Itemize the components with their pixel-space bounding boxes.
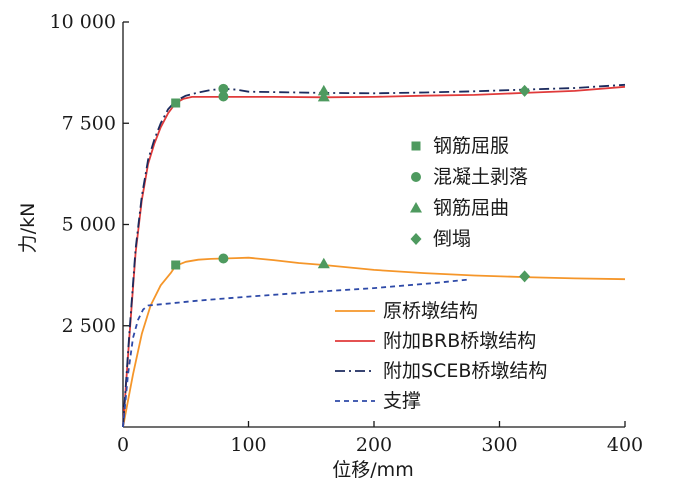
y-axis-title: 力/kN: [17, 203, 39, 254]
y-tick-label: 2 500: [62, 315, 116, 337]
legend-marker-diamond: [410, 233, 422, 245]
line-legend-label: 原桥墩结构: [383, 300, 478, 322]
marker-square: [171, 260, 181, 270]
marker-circle: [218, 83, 229, 94]
marker-legend-label: 钢筋屈服: [433, 135, 509, 157]
marker-circle: [218, 253, 229, 264]
y-tick-label: 10 000: [50, 11, 116, 33]
line-legend-label: 附加SCEB桥墩结构: [383, 360, 547, 382]
series-line-1: [122, 85, 626, 428]
x-ticks: 0 100 200 300 400: [117, 421, 643, 456]
x-tick-label: 200: [356, 434, 392, 456]
marker-circle: [218, 91, 229, 102]
legend-marker-circle: [411, 172, 421, 182]
x-tick-label: 100: [230, 434, 266, 456]
marker-legend-label: 钢筋屈曲: [433, 197, 509, 219]
marker-legend-label: 混凝土剥落: [433, 166, 528, 188]
legend-marker-square: [411, 141, 421, 151]
y-tick-label: 7 500: [62, 112, 116, 134]
y-tick-label: 5 000: [62, 214, 116, 236]
series-line-0: [122, 256, 626, 428]
line-legend-label: 附加BRB桥墩结构: [383, 330, 536, 352]
marker-layer: [171, 83, 531, 283]
x-tick-label: 300: [481, 434, 517, 456]
x-axis-title: 位移/mm: [332, 459, 413, 481]
y-ticks: 2 500 5 000 7 500 10 000: [50, 11, 129, 337]
axes: [122, 22, 625, 428]
marker-legend-label: 倒塌: [433, 228, 471, 250]
marker-triangle: [317, 84, 330, 96]
marker-diamond: [519, 270, 531, 283]
legend-marker-triangle: [410, 202, 422, 213]
marker-diamond: [519, 84, 531, 97]
marker-triangle: [317, 257, 330, 269]
x-tick-label: 400: [607, 434, 643, 456]
marker-triangle: [317, 90, 330, 102]
x-tick-label: 0: [117, 434, 129, 456]
series-layer: [122, 83, 626, 428]
marker-square: [171, 98, 181, 108]
series-line-2: [122, 83, 626, 428]
line-legend-label: 支撑: [383, 390, 421, 412]
